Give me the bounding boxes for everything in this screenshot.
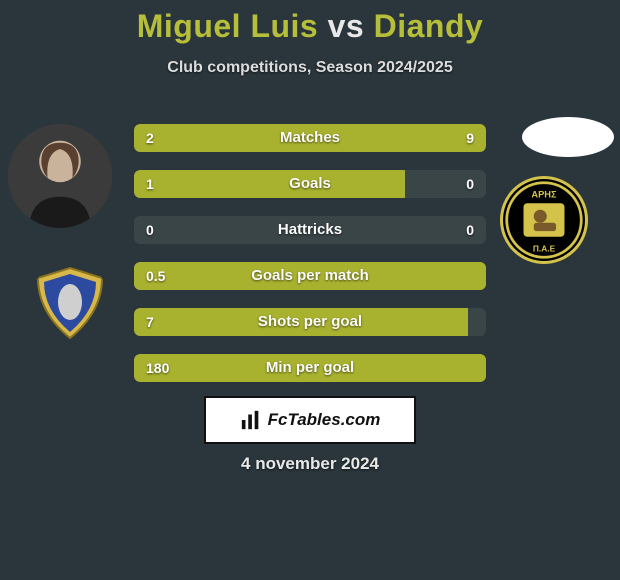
comparison-card: Miguel Luis vs Diandy Club competitions,… — [0, 0, 620, 580]
bar-row: 29Matches — [134, 124, 486, 152]
brand-text: FcTables.com — [268, 410, 381, 430]
bar-row: 180Min per goal — [134, 354, 486, 382]
player2-avatar — [522, 117, 614, 157]
player1-name: Miguel Luis — [137, 8, 319, 44]
player2-club-badge: ΑΡΗΣ Π.Α.Ε — [500, 176, 588, 264]
shield-icon — [30, 262, 110, 342]
bar-label: Goals — [134, 170, 486, 198]
page-title: Miguel Luis vs Diandy — [0, 0, 620, 45]
player2-name: Diandy — [374, 8, 484, 44]
vs-label: vs — [328, 8, 365, 44]
bar-label: Shots per goal — [134, 308, 486, 336]
bar-chart-icon — [240, 409, 262, 431]
comparison-bars: 29Matches 10Goals 00Hattricks 0.5Goals per … — [134, 124, 486, 400]
bar-row: 00Hattricks — [134, 216, 486, 244]
bar-label: Min per goal — [134, 354, 486, 382]
svg-text:ΑΡΗΣ: ΑΡΗΣ — [531, 190, 557, 200]
bar-row: 7Shots per goal — [134, 308, 486, 336]
club-crest-icon: ΑΡΗΣ Π.Α.Ε — [503, 179, 585, 261]
person-silhouette-icon — [8, 124, 112, 228]
bar-label: Goals per match — [134, 262, 486, 290]
player1-club-badge — [30, 262, 110, 342]
date-label: 4 november 2024 — [0, 454, 620, 474]
brand-badge[interactable]: FcTables.com — [204, 396, 416, 444]
subtitle: Club competitions, Season 2024/2025 — [0, 59, 620, 77]
bar-row: 0.5Goals per match — [134, 262, 486, 290]
bar-label: Matches — [134, 124, 486, 152]
bar-row: 10Goals — [134, 170, 486, 198]
svg-text:Π.Α.Ε: Π.Α.Ε — [533, 244, 556, 254]
bar-label: Hattricks — [134, 216, 486, 244]
player1-avatar — [8, 124, 112, 228]
